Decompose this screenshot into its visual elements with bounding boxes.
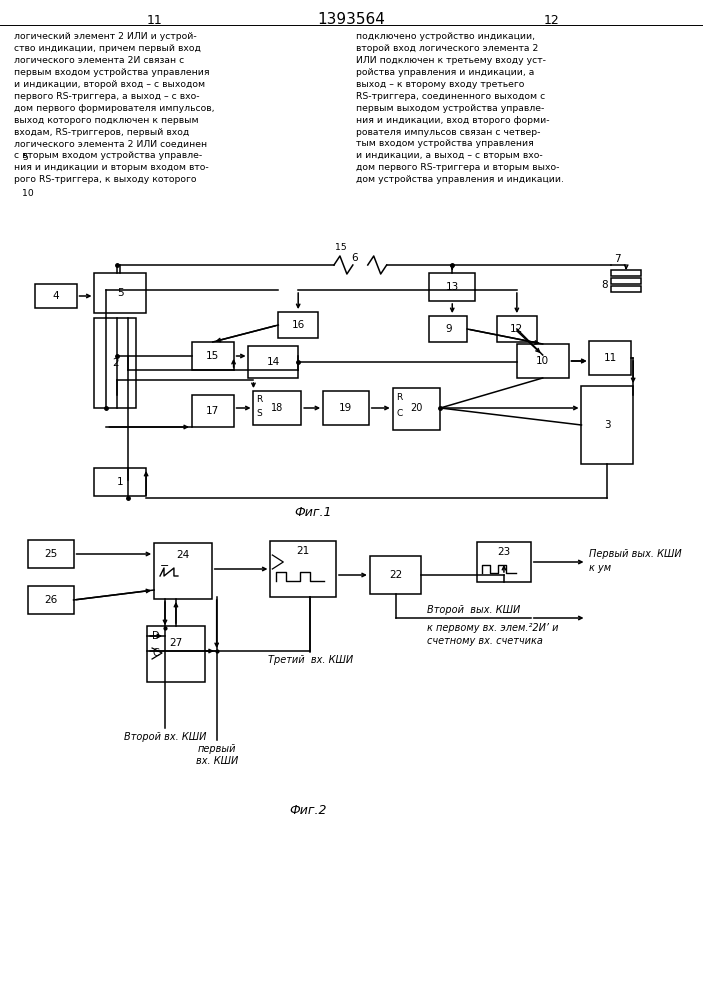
Text: C: C bbox=[152, 648, 159, 658]
Text: 11: 11 bbox=[146, 13, 162, 26]
Bar bbox=[581, 386, 633, 464]
Text: R: R bbox=[397, 393, 403, 402]
Bar bbox=[95, 273, 146, 313]
Bar bbox=[248, 346, 298, 378]
Text: Фиг.1: Фиг.1 bbox=[294, 506, 332, 520]
Bar bbox=[517, 344, 568, 378]
Text: 22: 22 bbox=[389, 570, 402, 580]
Text: −: − bbox=[160, 561, 170, 571]
Bar bbox=[253, 391, 301, 425]
Text: Второй  вых. КШИ: Второй вых. КШИ bbox=[428, 605, 520, 615]
Text: Фиг.2: Фиг.2 bbox=[289, 804, 327, 816]
Bar bbox=[28, 540, 74, 568]
Text: 10: 10 bbox=[22, 188, 34, 198]
Bar bbox=[192, 342, 233, 370]
Text: 27: 27 bbox=[169, 638, 182, 648]
Text: 4: 4 bbox=[52, 291, 59, 301]
Text: к первому вх. элем.²2И’ и: к первому вх. элем.²2И’ и bbox=[428, 623, 559, 633]
Text: Первый вых. КШИ: Первый вых. КШИ bbox=[590, 549, 682, 559]
Text: 26: 26 bbox=[44, 595, 57, 605]
Text: 15: 15 bbox=[335, 243, 346, 252]
Text: 23: 23 bbox=[497, 547, 510, 557]
Text: D: D bbox=[152, 631, 160, 641]
Text: S: S bbox=[257, 410, 262, 418]
Text: 8: 8 bbox=[602, 280, 608, 290]
Bar bbox=[392, 388, 440, 430]
Bar bbox=[279, 312, 318, 338]
Text: C: C bbox=[397, 408, 403, 418]
Text: Третий  вх. КШИ: Третий вх. КШИ bbox=[267, 655, 353, 665]
Bar bbox=[28, 586, 74, 614]
Text: 5: 5 bbox=[117, 288, 124, 298]
Text: 16: 16 bbox=[291, 320, 305, 330]
Text: R: R bbox=[257, 395, 263, 404]
Bar bbox=[270, 541, 336, 597]
Bar bbox=[612, 278, 641, 284]
Bar bbox=[429, 316, 467, 342]
Text: 24: 24 bbox=[176, 550, 189, 560]
Text: 6: 6 bbox=[351, 253, 358, 263]
Bar bbox=[154, 543, 211, 599]
Text: 12: 12 bbox=[510, 324, 523, 334]
Text: 19: 19 bbox=[339, 403, 353, 413]
Bar bbox=[612, 270, 641, 276]
Bar bbox=[370, 556, 421, 594]
Text: 13: 13 bbox=[445, 282, 459, 292]
Text: 12: 12 bbox=[544, 13, 559, 26]
Bar bbox=[323, 391, 369, 425]
Bar bbox=[95, 318, 136, 408]
Text: 14: 14 bbox=[267, 357, 280, 367]
Bar bbox=[612, 286, 641, 292]
Bar bbox=[147, 626, 205, 682]
Text: 3: 3 bbox=[604, 420, 611, 430]
Text: 18: 18 bbox=[271, 403, 284, 413]
Text: 2: 2 bbox=[112, 358, 119, 368]
Bar bbox=[35, 284, 76, 308]
Bar bbox=[192, 395, 233, 427]
Text: 21: 21 bbox=[296, 546, 310, 556]
Bar bbox=[95, 468, 146, 496]
Text: 7: 7 bbox=[614, 254, 621, 264]
Bar bbox=[497, 316, 537, 342]
Text: 25: 25 bbox=[44, 549, 57, 559]
Text: 5: 5 bbox=[22, 153, 28, 162]
Text: подключено устройство индикации,
второй вход логического элемента 2
ИЛИ подключе: подключено устройство индикации, второй … bbox=[356, 32, 563, 184]
Text: счетному вх. счетчика: счетному вх. счетчика bbox=[428, 636, 543, 646]
Bar bbox=[429, 273, 475, 301]
Text: 11: 11 bbox=[604, 353, 617, 363]
Text: 15: 15 bbox=[206, 351, 219, 361]
Bar bbox=[590, 341, 631, 375]
Text: к ум: к ум bbox=[590, 563, 612, 573]
Text: первый: первый bbox=[197, 744, 236, 754]
Bar bbox=[477, 542, 531, 582]
Text: 1393564: 1393564 bbox=[317, 12, 385, 27]
Text: 20: 20 bbox=[410, 403, 423, 413]
Text: 10: 10 bbox=[536, 356, 549, 366]
Text: Второй вх. КШИ: Второй вх. КШИ bbox=[124, 732, 206, 742]
Text: логический элемент 2 ИЛИ и устрой-
ство индикации, причем первый вход
логическог: логический элемент 2 ИЛИ и устрой- ство … bbox=[14, 32, 214, 184]
Text: вх. КШИ: вх. КШИ bbox=[196, 756, 238, 766]
Text: 1: 1 bbox=[117, 477, 124, 487]
Text: 17: 17 bbox=[206, 406, 219, 416]
Text: 9: 9 bbox=[445, 324, 452, 334]
